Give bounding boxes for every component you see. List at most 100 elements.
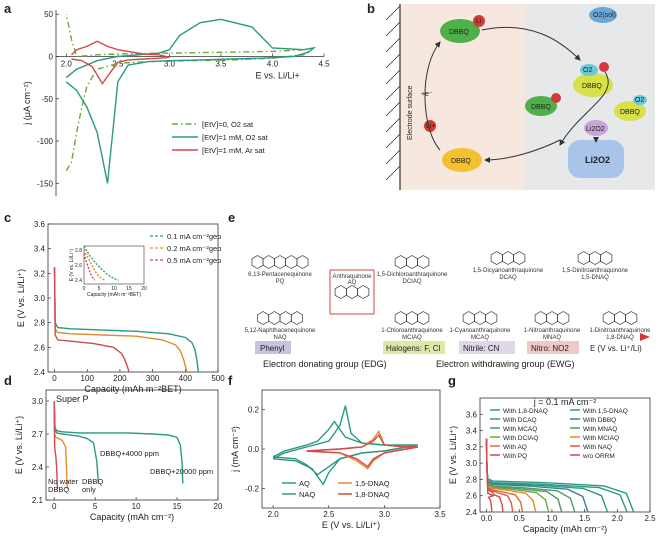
inset-y-tick-label: 2.4 [75, 278, 82, 284]
o2-complex-bubble [580, 64, 598, 76]
ring [462, 311, 475, 325]
ring [394, 255, 407, 269]
molecule-name: 1-Cyanoanthraquinone [449, 328, 511, 334]
molecule-abbr: DCIAQ [402, 279, 421, 285]
dbbq-complex-bubble [573, 73, 613, 97]
inset-x-title: Capacity (mAh m⁻²BET) [87, 292, 141, 298]
legend-label: With MCIAQ [583, 435, 619, 442]
y-tick-label: 2.4 [32, 463, 44, 472]
ring [474, 311, 486, 325]
molecule-abbr: PQ [276, 279, 285, 285]
dbbq-right-label: DBBQ [620, 109, 640, 116]
ring [485, 311, 498, 325]
panel-b-schematic: Electrode surface DBBQ Li DBBQ Li+ +e⁻ O… [385, 4, 655, 190]
inset-x-tick-label: 20 [141, 286, 147, 292]
y-axis-title: E (V vs. Li/Li⁺) [16, 269, 26, 327]
li2o2-solid-label: Li2O2 [585, 155, 610, 165]
y-tick-label: 3.6 [466, 410, 478, 419]
legend-label: With MCAQ [503, 426, 537, 433]
inset-y-tick-label: 2.6 [75, 263, 82, 269]
o2-complex-label: O2 [583, 67, 592, 74]
ring [490, 251, 503, 265]
y-axis-title: j (μA cm⁻²) [22, 81, 32, 125]
ring [557, 311, 570, 325]
group-label-nitro: Nitro: NO2 [531, 344, 569, 353]
molecule-name: 1,5-Dichloroanthraquinone [377, 272, 448, 278]
x-tick-label: 3.0 [379, 510, 391, 519]
e-axis-label: E (V vs. Li⁺/Li) [590, 344, 642, 353]
y-tick-label: 0.2 [248, 406, 260, 415]
group-label-phenyl: Phenyl [260, 344, 285, 353]
y-tick-label: 3.0 [34, 294, 46, 303]
o2-sol-bubble [589, 7, 617, 23]
li2o2-sol-bubble [584, 120, 608, 136]
y-tick-label: 3.4 [466, 427, 478, 436]
ewg-label: Electron withdrawing group (EWG) [436, 359, 575, 369]
inset-x-tick-label: 15 [126, 286, 132, 292]
chart-title: Super P [56, 394, 89, 404]
y-tick-label: 3.0 [466, 459, 478, 468]
legend-label: 1,8-DNAQ [355, 490, 390, 499]
x-tick-label: 3.5 [215, 60, 227, 69]
annotation-dbbq-only-2: only [82, 485, 96, 494]
ring [290, 311, 303, 325]
inset-series-line [83, 253, 96, 281]
ring [274, 255, 286, 269]
series-line [53, 400, 59, 490]
series-line [53, 267, 130, 373]
series-line [485, 438, 576, 513]
group-box-nitro [527, 341, 579, 354]
annotation-dbbq-only-1: DBBQ [82, 477, 103, 486]
panel-label-e: e [228, 210, 235, 225]
series-line [272, 420, 418, 476]
plot-frame [261, 389, 441, 509]
dbbq-mid-bubble [525, 96, 557, 116]
molecule-abbr: DCAQ [499, 275, 517, 281]
group-box-halogens [383, 341, 445, 354]
legend-label: With DBBQ [583, 417, 616, 424]
y-tick-label: -0.2 [245, 484, 259, 493]
li-plus-ion [424, 120, 436, 132]
ring [417, 311, 430, 325]
molecule-name: Anthraquinone [332, 274, 372, 280]
annotation-20000ppm: DBBQ+20000 ppm [150, 467, 213, 476]
panel-label-f: f [228, 373, 233, 388]
li2o2-solid [568, 140, 624, 178]
panel-label-g: g [448, 373, 456, 388]
y-tick-label: 3.6 [34, 220, 46, 229]
panel-label-b: b [367, 1, 375, 16]
x-tick-label: 2.0 [612, 514, 624, 523]
y-tick-label: 3.2 [466, 443, 478, 452]
li2o2-sol-label: Li2O2 [586, 126, 605, 133]
x-tick-label: 0 [52, 374, 57, 383]
y-tick-label: 0.0 [248, 445, 260, 454]
legend-label: [EtV]=1 mM, O2 sat [202, 133, 269, 142]
legend-label: With 1,8-DNAQ [503, 408, 548, 415]
x-tick-label: 0.0 [481, 514, 493, 523]
inset-x-tick-label: 10 [111, 286, 117, 292]
series-line [485, 438, 504, 513]
o2-sol-label: O2(sol) [593, 12, 616, 19]
o2-right-bubble [633, 95, 647, 105]
legend-label: NAQ [299, 490, 315, 499]
molecule-name: 1,5-Dicyanoanthraquinone [473, 268, 544, 274]
y-tick-label: 2.6 [466, 492, 478, 501]
series-line [53, 267, 200, 373]
x-axis-title: Capacity (mAh cm⁻²) [90, 512, 174, 522]
x-tick-label: 5 [93, 502, 98, 511]
annotation-dbbq-nowater: DBBQ [48, 485, 69, 494]
x-tick-label: 0.5 [514, 514, 526, 523]
chart-g-discharge: 0.0 0.5 1.0 1.5 2.0 2.5 2.4 2.6 2.8 3.0 3.2 3.4 3.6 C… [448, 397, 656, 534]
x-tick-label: 200 [113, 374, 127, 383]
plot-frame [479, 397, 651, 513]
series-line [53, 400, 100, 484]
group-label-halogens: Halogens: F, Cl [386, 344, 440, 353]
ring [600, 251, 613, 265]
inset-series-line [83, 249, 106, 281]
inset-x-tick-label: 5 [98, 286, 101, 292]
x-tick-label: 3.0 [164, 60, 176, 69]
series-line [71, 40, 170, 85]
ring [625, 311, 638, 325]
li-label-top: Li [476, 18, 482, 25]
